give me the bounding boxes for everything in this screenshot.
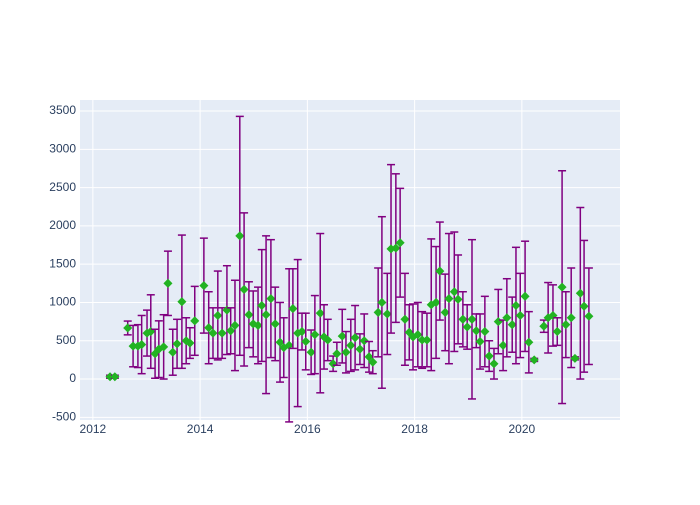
point [128,341,138,351]
point [226,326,236,336]
point [511,300,521,311]
y-tick-label: 1500 [49,256,76,270]
y-tick-label: 1000 [49,295,76,309]
point [159,342,169,352]
point [575,288,585,298]
y-tick-label: 3000 [49,141,76,155]
y-tick-label: 0 [69,371,76,385]
x-tick-label: 2020 [509,422,536,436]
x-tick-label: 2012 [80,422,107,436]
y-tick-label: 2500 [49,180,76,194]
point [208,328,218,338]
point [552,327,562,337]
x-tick-label: 2016 [294,422,321,436]
point [190,316,200,326]
y-tick-label: 500 [56,333,76,347]
point [244,310,254,320]
point [163,278,173,288]
point [239,284,249,294]
point [177,297,187,307]
point [217,328,227,338]
point [579,301,589,311]
point [524,337,534,347]
plot-area [80,100,620,420]
y-tick-label: 3500 [49,103,76,117]
x-tick-label: 2018 [401,422,428,436]
point [168,347,178,357]
y-tick-label: -500 [52,409,76,423]
point [520,291,530,301]
point [110,372,120,382]
y-tick-label: 2000 [49,218,76,232]
point [137,340,147,350]
point [172,339,182,349]
point [235,231,245,241]
point [213,310,223,321]
point [185,338,195,348]
x-tick-label: 2014 [187,422,214,436]
point [204,323,214,333]
point [230,320,240,330]
